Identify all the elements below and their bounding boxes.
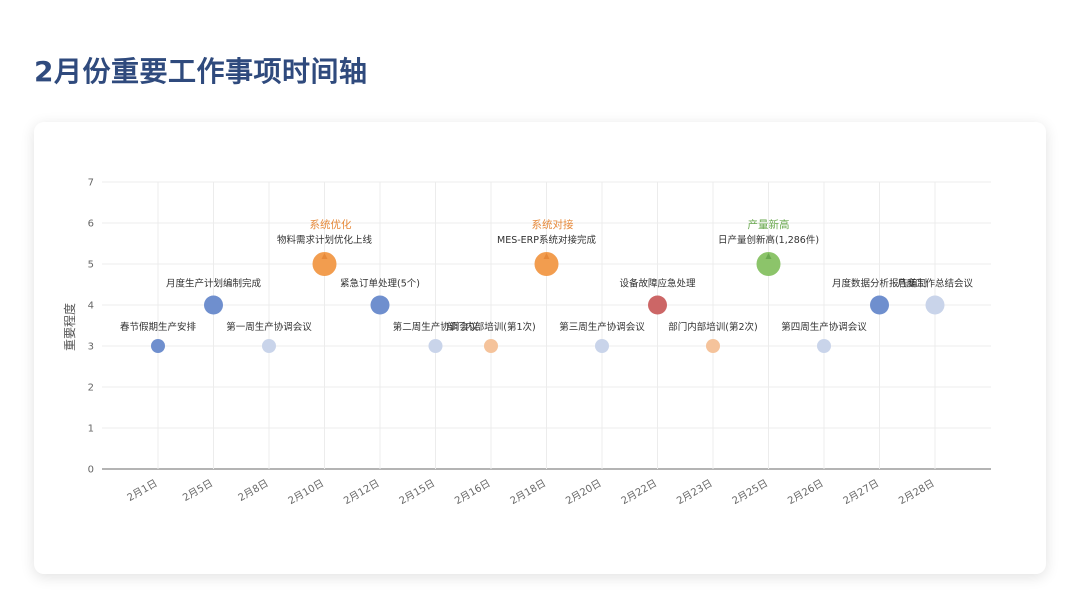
x-tick-label: 2月10日: [286, 477, 326, 507]
data-point[interactable]: [595, 339, 609, 353]
data-point-label: 第一周生产协调会议: [226, 321, 312, 333]
annotation-arrow: [765, 253, 772, 259]
x-tick-label: 2月23日: [675, 477, 715, 507]
x-tick-label: 2月1日: [125, 477, 159, 504]
y-tick-label: 5: [88, 260, 94, 271]
data-point-label: 设备故障应急处理: [619, 278, 696, 290]
y-tick-label: 3: [88, 342, 94, 353]
data-point[interactable]: [817, 339, 831, 353]
data-point[interactable]: [312, 252, 337, 276]
x-tick-label: 2月20日: [564, 477, 604, 507]
x-tick-label: 2月26日: [786, 477, 826, 507]
data-point-label: 物料需求计划优化上线: [277, 234, 373, 246]
data-point-label: 紧急订单处理(5个): [340, 278, 420, 290]
data-point-label: 部门内部培训(第1次): [446, 321, 535, 333]
data-point-label: 月度生产计划编制完成: [166, 278, 262, 290]
y-tick-label: 6: [88, 219, 94, 230]
y-tick-label: 4: [88, 301, 94, 312]
x-tick-label: 2月12日: [342, 477, 382, 507]
y-tick-label: 0: [88, 465, 94, 476]
data-point-label: 第四周生产协调会议: [781, 321, 867, 333]
annotation-label: 系统优化: [310, 218, 352, 231]
page-title: 2月份重要工作事项时间轴: [34, 55, 368, 88]
data-point-label: 月度数据分析报告编制: [832, 278, 927, 290]
y-tick-label: 1: [88, 424, 94, 435]
x-tick-label: 2月15日: [397, 477, 437, 507]
data-point[interactable]: [925, 295, 945, 315]
y-axis-label: 重要程度: [62, 303, 77, 351]
x-tick-label: 2月8日: [236, 477, 270, 504]
chart-card: 0 1 2 3 4 5 6 7 2月1日 2月5日 2月8日 2月10日 2月12日 2月15日 2月16日…: [34, 122, 1046, 574]
x-tick-label: 2月25日: [730, 477, 770, 507]
data-point-label: MES-ERP系统对接完成: [497, 234, 596, 246]
data-point-label: 第三周生产协调会议: [559, 321, 645, 333]
annotation-label: 系统对接: [532, 218, 574, 231]
y-tick-label: 7: [88, 178, 94, 189]
data-point-label: 部门内部培训(第2次): [668, 321, 757, 333]
data-point[interactable]: [648, 295, 667, 315]
x-tick-label: 2月5日: [181, 477, 215, 504]
data-point-label: 第二周生产协调会议: [393, 321, 479, 333]
data-point[interactable]: [262, 339, 276, 353]
x-tick-label: 2月27日: [841, 477, 881, 507]
x-tick-label: 2月22日: [619, 477, 659, 507]
annotation-arrow: [321, 253, 328, 259]
data-point[interactable]: [204, 295, 223, 315]
point-layer: [151, 252, 945, 353]
annotation-arrow: [543, 253, 550, 259]
data-point-label: 日产量创新高(1,286件): [718, 234, 819, 246]
data-point[interactable]: [870, 295, 889, 315]
axis-layer: 0 1 2 3 4 5 6 7 2月1日 2月5日 2月8日 2月10日 2月12日 2月15日 2月16日…: [88, 178, 937, 508]
data-point[interactable]: [706, 339, 720, 353]
data-point-label: 春节假期生产安排: [120, 321, 197, 333]
data-point[interactable]: [484, 339, 498, 353]
annotation-label: 产量新高: [748, 218, 790, 231]
data-point[interactable]: [428, 339, 443, 353]
y-tick-label: 2: [88, 383, 94, 394]
x-tick-label: 2月18日: [508, 477, 548, 507]
x-tick-label: 2月16日: [453, 477, 493, 507]
data-point[interactable]: [151, 339, 165, 353]
data-point[interactable]: [534, 252, 559, 276]
x-tick-label: 2月28日: [897, 477, 937, 507]
data-point-label: 月度工作总结会议: [897, 278, 974, 290]
data-point[interactable]: [756, 252, 781, 276]
data-point[interactable]: [370, 295, 390, 315]
timeline-chart: 0 1 2 3 4 5 6 7 2月1日 2月5日 2月8日 2月10日 2月12日 2月15日 2月16日…: [62, 178, 991, 508]
